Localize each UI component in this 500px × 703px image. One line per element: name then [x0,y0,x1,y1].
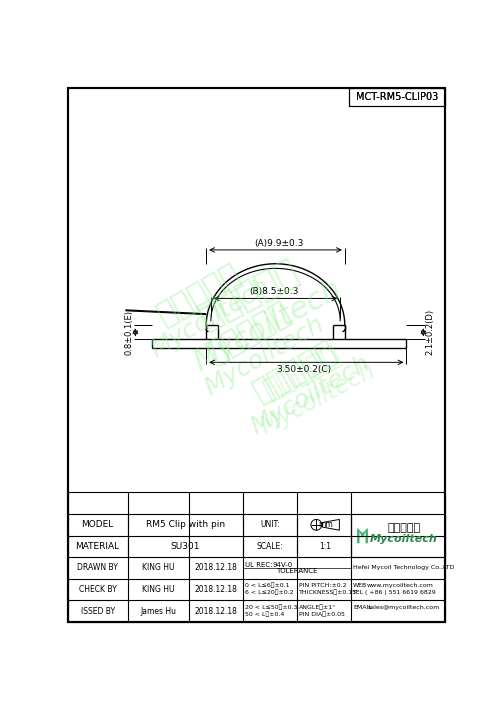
Text: 麦可一科技: 麦可一科技 [259,340,346,404]
Text: ISSED BY: ISSED BY [80,607,114,616]
Text: SCALE:: SCALE: [256,542,283,551]
Text: 94V-0: 94V-0 [272,562,292,568]
Bar [348,88,445,106]
Text: UNIT:: UNIT: [260,520,280,529]
Text: 麦可一科技: 麦可一科技 [193,254,304,335]
Text: MATERIAL: MATERIAL [76,542,120,551]
Text: 6 < L≤20：±0.2: 6 < L≤20：±0.2 [244,590,294,595]
Text: 麦可一科技: 麦可一科技 [152,259,246,330]
Text: EMAIL: EMAIL [354,605,372,610]
Text: 0.8±0.1(E): 0.8±0.1(E) [124,310,133,355]
Text: Mycoiltech: Mycoiltech [256,358,380,439]
Text: 20 < L≤50：±0.3: 20 < L≤50：±0.3 [244,605,297,610]
Text: WEB: WEB [354,583,368,588]
Text: 2018.12.18: 2018.12.18 [195,585,238,594]
Text: ( +86 ) 551 6619 6829: ( +86 ) 551 6619 6829 [365,590,436,595]
Text: mm: mm [318,520,333,529]
Text: James Hu: James Hu [140,607,176,616]
Text: Hefei Mycoil Technology Co.,LTD: Hefei Mycoil Technology Co.,LTD [354,565,454,570]
Text: UL REC:: UL REC: [246,562,273,568]
Text: TOLERANCE: TOLERANCE [276,568,318,574]
Text: Mycoiltech: Mycoiltech [189,274,347,377]
Text: MCT-RM5-CLIP03: MCT-RM5-CLIP03 [356,93,438,103]
Text: 麦可一科技: 麦可一科技 [202,297,296,368]
Bar [348,88,445,106]
Text: MCT-RM5-CLIP03: MCT-RM5-CLIP03 [356,93,438,103]
Text: SU301: SU301 [170,542,200,551]
Text: RM5 Clip with pin: RM5 Clip with pin [146,520,225,529]
Bar [298,515,350,557]
Text: (B)8.5±0.3: (B)8.5±0.3 [250,287,299,296]
Text: (A)9.9±0.3: (A)9.9±0.3 [254,238,304,247]
Bar [352,515,444,557]
Text: KING HU: KING HU [142,585,174,594]
Bar [128,536,243,557]
Text: www.mycoiltech.com: www.mycoiltech.com [366,583,433,588]
Text: 0 < L≤6：±0.1: 0 < L≤6：±0.1 [244,583,289,588]
Text: PIN PITCH:±0.2: PIN PITCH:±0.2 [298,583,346,588]
Text: 1:1: 1:1 [320,542,332,551]
Text: 3.50±0.2(C): 3.50±0.2(C) [276,365,332,373]
Text: 麦可一科技: 麦可一科技 [248,336,342,407]
Polygon shape [357,528,368,543]
Text: sales@mycoiltech.com: sales@mycoiltech.com [368,605,440,610]
Text: DRAWN BY: DRAWN BY [77,563,118,572]
Text: THICKNESS：±0.15: THICKNESS：±0.15 [298,590,356,595]
Text: KING HU: KING HU [142,563,174,572]
Text: Mycoiltech: Mycoiltech [370,534,438,543]
Text: TEL: TEL [354,590,364,595]
Text: CHECK BY: CHECK BY [79,585,116,594]
Text: Mycoiltech: Mycoiltech [246,351,374,439]
Text: 50 < L：±0.4: 50 < L：±0.4 [244,612,284,617]
Text: PIN DIA：±0.05: PIN DIA：±0.05 [298,612,344,617]
Bar [128,515,243,535]
Text: 2018.12.18: 2018.12.18 [195,607,238,616]
Text: 2.1±0.2(D): 2.1±0.2(D) [426,309,434,355]
Text: ANGLE：±1°: ANGLE：±1° [298,605,336,610]
Text: Mycoiltech: Mycoiltech [200,312,328,400]
Text: 麦可一科技: 麦可一科技 [388,523,420,533]
Text: Mycoiltech: Mycoiltech [146,273,274,361]
Text: MODEL: MODEL [82,520,114,529]
Text: 2018.12.18: 2018.12.18 [195,563,238,572]
